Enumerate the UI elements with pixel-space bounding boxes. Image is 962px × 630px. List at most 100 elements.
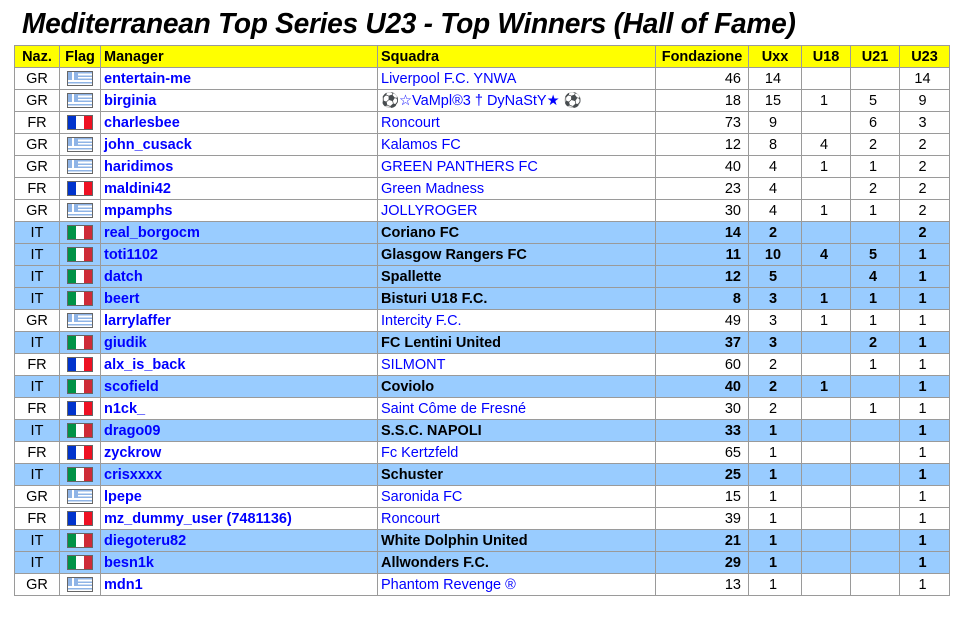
italy-flag-icon — [67, 335, 93, 351]
greece-flag-icon — [67, 71, 93, 87]
u23-cell: 1 — [899, 375, 950, 398]
manager-link[interactable]: drago09 — [100, 419, 378, 442]
manager-link[interactable]: beert — [100, 287, 378, 310]
team-link[interactable]: ⚽☆VaMpl®3 † DyNaStY★ ⚽ — [377, 89, 656, 112]
team-link[interactable]: Glasgow Rangers FC — [377, 243, 656, 266]
flag-cell — [59, 551, 101, 574]
u23-cell: 9 — [899, 89, 950, 112]
u23-cell: 1 — [899, 441, 950, 464]
u18-cell — [801, 463, 851, 486]
manager-link[interactable]: birginia — [100, 89, 378, 112]
table-row: FR maldini42 Green Madness 23 4 2 2 — [14, 177, 950, 200]
manager-link[interactable]: n1ck_ — [100, 397, 378, 420]
manager-link[interactable]: larrylaffer — [100, 309, 378, 332]
manager-link[interactable]: crisxxxx — [100, 463, 378, 486]
u21-cell: 1 — [850, 353, 900, 376]
team-link[interactable]: White Dolphin United — [377, 529, 656, 552]
flag-cell — [59, 133, 101, 156]
team-link[interactable]: Bisturi U18 F.C. — [377, 287, 656, 310]
team-link[interactable]: Saint Côme de Fresné — [377, 397, 656, 420]
manager-link[interactable]: alx_is_back — [100, 353, 378, 376]
u23-cell: 1 — [899, 463, 950, 486]
u23-cell: 2 — [899, 199, 950, 222]
team-link[interactable]: Roncourt — [377, 111, 656, 134]
team-link[interactable]: Phantom Revenge ® — [377, 573, 656, 596]
manager-link[interactable]: mdn1 — [100, 573, 378, 596]
u21-cell: 6 — [850, 111, 900, 134]
team-link[interactable]: Fc Kertzfeld — [377, 441, 656, 464]
flag-cell — [59, 485, 101, 508]
france-flag-icon — [67, 511, 93, 527]
flag-cell — [59, 375, 101, 398]
u21-cell: 2 — [850, 331, 900, 354]
table-header-row: Naz. Flag Manager Squadra Fondazione Uxx… — [14, 45, 950, 68]
header-uxx: Uxx — [748, 45, 802, 68]
nationality-cell: IT — [14, 265, 60, 288]
greece-flag-icon — [67, 577, 93, 593]
team-link[interactable]: GREEN PANTHERS FC — [377, 155, 656, 178]
manager-link[interactable]: haridimos — [100, 155, 378, 178]
team-link[interactable]: JOLLYROGER — [377, 199, 656, 222]
manager-link[interactable]: zyckrow — [100, 441, 378, 464]
nationality-cell: FR — [14, 111, 60, 134]
team-link[interactable]: Green Madness — [377, 177, 656, 200]
team-link[interactable]: Spallette — [377, 265, 656, 288]
team-link[interactable]: FC Lentini United — [377, 331, 656, 354]
u21-cell: 5 — [850, 243, 900, 266]
team-link[interactable]: SILMONT — [377, 353, 656, 376]
fondazione-cell: 14 — [655, 221, 749, 244]
uxx-cell: 1 — [748, 441, 802, 464]
team-link[interactable]: Coviolo — [377, 375, 656, 398]
manager-link[interactable]: diegoteru82 — [100, 529, 378, 552]
table-row: GR lpepe Saronida FC 15 1 1 — [14, 485, 950, 508]
manager-link[interactable]: maldini42 — [100, 177, 378, 200]
team-link[interactable]: S.S.C. NAPOLI — [377, 419, 656, 442]
uxx-cell: 3 — [748, 309, 802, 332]
header-u21: U21 — [850, 45, 900, 68]
nationality-cell: FR — [14, 177, 60, 200]
manager-link[interactable]: giudik — [100, 331, 378, 354]
uxx-cell: 1 — [748, 573, 802, 596]
manager-link[interactable]: lpepe — [100, 485, 378, 508]
uxx-cell: 14 — [748, 67, 802, 90]
manager-link[interactable]: scofield — [100, 375, 378, 398]
team-link[interactable]: Roncourt — [377, 507, 656, 530]
manager-link[interactable]: john_cusack — [100, 133, 378, 156]
header-u18: U18 — [801, 45, 851, 68]
manager-link[interactable]: besn1k — [100, 551, 378, 574]
greece-flag-icon — [67, 137, 93, 153]
manager-link[interactable]: real_borgocm — [100, 221, 378, 244]
nationality-cell: FR — [14, 397, 60, 420]
fondazione-cell: 12 — [655, 133, 749, 156]
fondazione-cell: 39 — [655, 507, 749, 530]
team-link[interactable]: Intercity F.C. — [377, 309, 656, 332]
u18-cell: 1 — [801, 309, 851, 332]
manager-link[interactable]: charlesbee — [100, 111, 378, 134]
uxx-cell: 2 — [748, 397, 802, 420]
manager-link[interactable]: toti1102 — [100, 243, 378, 266]
table-row: IT drago09 S.S.C. NAPOLI 33 1 1 — [14, 419, 950, 442]
team-link[interactable]: Coriano FC — [377, 221, 656, 244]
u18-cell: 1 — [801, 375, 851, 398]
flag-cell — [59, 573, 101, 596]
manager-link[interactable]: entertain-me — [100, 67, 378, 90]
italy-flag-icon — [67, 291, 93, 307]
team-link[interactable]: Kalamos FC — [377, 133, 656, 156]
nationality-cell: IT — [14, 287, 60, 310]
u23-cell: 1 — [899, 419, 950, 442]
flag-cell — [59, 111, 101, 134]
nationality-cell: IT — [14, 331, 60, 354]
u23-cell: 2 — [899, 133, 950, 156]
greece-flag-icon — [67, 159, 93, 175]
manager-link[interactable]: datch — [100, 265, 378, 288]
flag-cell — [59, 441, 101, 464]
manager-link[interactable]: mpamphs — [100, 199, 378, 222]
u21-cell — [850, 419, 900, 442]
greece-flag-icon — [67, 93, 93, 109]
u21-cell — [850, 67, 900, 90]
team-link[interactable]: Allwonders F.C. — [377, 551, 656, 574]
team-link[interactable]: Liverpool F.C. YNWA — [377, 67, 656, 90]
team-link[interactable]: Schuster — [377, 463, 656, 486]
team-link[interactable]: Saronida FC — [377, 485, 656, 508]
manager-link[interactable]: mz_dummy_user (7481136) — [100, 507, 378, 530]
